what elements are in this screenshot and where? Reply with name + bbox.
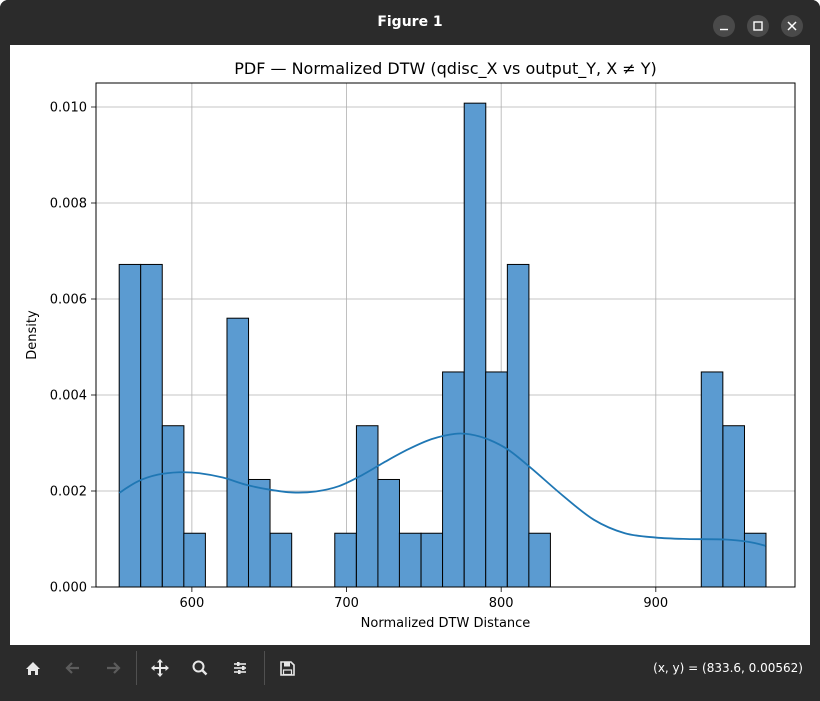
forward-button[interactable] xyxy=(96,651,130,685)
chart-svg: 600 700 800 900 0.0000.0020.0040.0060.0080.… xyxy=(25,59,796,631)
close-icon xyxy=(787,21,797,31)
y-tick-label: 0.006 xyxy=(50,293,87,308)
arrow-right-icon xyxy=(107,662,121,674)
home-icon xyxy=(26,662,40,675)
y-tick-label: 0.004 xyxy=(50,389,87,404)
histogram-bar xyxy=(506,263,530,588)
histogram-bar xyxy=(355,425,379,588)
title-bar: Figure 1 xyxy=(0,0,820,45)
histogram-bar xyxy=(247,478,271,588)
cursor-coordinates: (x, y) = (833.6, 0.00562) xyxy=(653,661,803,675)
histogram-bar xyxy=(334,532,357,588)
minimize-button[interactable] xyxy=(713,15,735,37)
navigation-toolbar: (x, y) = (833.6, 0.00562) xyxy=(10,645,810,691)
magnifier-icon xyxy=(192,660,208,676)
back-button[interactable] xyxy=(56,651,90,685)
x-tick-label: 900 xyxy=(643,596,668,611)
save-button[interactable] xyxy=(270,651,304,685)
chart-title: PDF — Normalized DTW (qdisc_X vs output_… xyxy=(234,59,657,79)
home-button[interactable] xyxy=(16,651,50,685)
histogram-bar xyxy=(420,532,444,588)
window-title: Figure 1 xyxy=(377,14,443,30)
y-tick-label: 0.008 xyxy=(50,197,87,212)
sliders-icon xyxy=(234,662,246,674)
histogram-bar xyxy=(700,371,724,588)
y-tick-label: 0.010 xyxy=(50,101,87,116)
x-tick-label: 700 xyxy=(334,596,359,611)
histogram-bar xyxy=(183,532,206,588)
histogram-bar xyxy=(269,532,293,588)
toolbar-separator xyxy=(264,651,265,685)
histogram-bar xyxy=(442,371,465,588)
histogram-bar xyxy=(528,532,551,588)
y-axis-ticks: 0.000 0.002 0.004 0.006 0.008 0.010 xyxy=(50,101,96,596)
maximize-icon xyxy=(753,21,763,31)
histogram-bar xyxy=(161,425,185,588)
histogram-bar xyxy=(226,317,250,588)
x-tick-label: 600 xyxy=(179,596,204,611)
figure-canvas[interactable]: 600 700 800 900 0.000 0.002 0.004 0.006 0.008 0.… xyxy=(10,45,810,645)
histogram-bar xyxy=(140,263,163,588)
configure-subplots-button[interactable] xyxy=(223,651,257,685)
x-tick-label: 800 xyxy=(489,596,514,611)
x-axis-label: Normalized DTW Distance xyxy=(361,616,531,631)
histogram-bar xyxy=(463,102,487,588)
y-tick-label: 0.002 xyxy=(50,485,87,500)
histogram-bar xyxy=(118,263,142,588)
minimize-icon xyxy=(720,28,728,31)
histogram-bar xyxy=(485,371,508,588)
histogram-bar xyxy=(377,478,400,588)
histogram-bars xyxy=(118,102,767,588)
arrow-left-icon xyxy=(65,662,79,674)
y-axis-label: Density xyxy=(25,310,40,360)
plot-frame xyxy=(95,82,796,588)
y-tick-label: 0.000 xyxy=(50,581,87,596)
move-icon xyxy=(151,659,169,677)
maximize-button[interactable] xyxy=(747,15,769,37)
kde-line xyxy=(118,432,766,547)
floppy-icon xyxy=(280,661,295,676)
histogram-bar xyxy=(722,425,745,588)
toolbar-separator xyxy=(136,651,137,685)
zoom-button[interactable] xyxy=(183,651,217,685)
x-axis-ticks: 600 700 800 900 xyxy=(179,587,668,611)
pan-button[interactable] xyxy=(143,651,177,685)
close-button[interactable] xyxy=(781,15,803,37)
histogram-bar xyxy=(398,532,422,588)
